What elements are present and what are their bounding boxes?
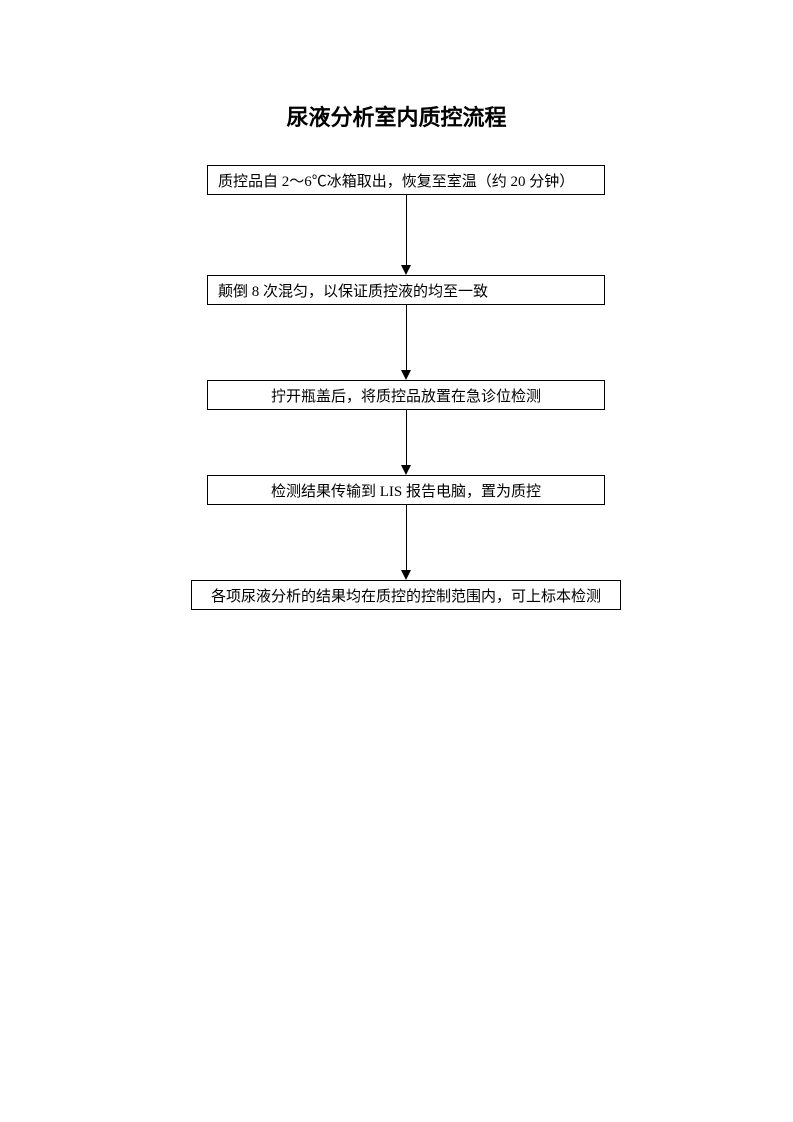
flowchart-node-step2: 颠倒 8 次混匀，以保证质控液的均至一致 xyxy=(207,275,605,305)
flowchart-node-step5: 各项尿液分析的结果均在质控的控制范围内，可上标本检测 xyxy=(191,580,621,610)
arrow-head-3 xyxy=(401,465,411,475)
flowchart-node-step3: 拧开瓶盖后，将质控品放置在急诊位检测 xyxy=(207,380,605,410)
flowchart-node-step1: 质控品自 2～6℃冰箱取出，恢复至室温（约 20 分钟） xyxy=(207,165,605,195)
arrow-head-4 xyxy=(401,570,411,580)
node-label: 拧开瓶盖后，将质控品放置在急诊位检测 xyxy=(271,385,541,406)
arrow-line-2 xyxy=(406,305,407,370)
arrow-head-2 xyxy=(401,370,411,380)
node-label: 检测结果传输到 LIS 报告电脑，置为质控 xyxy=(271,480,541,501)
arrow-line-1 xyxy=(406,195,407,265)
flowchart-title: 尿液分析室内质控流程 xyxy=(0,100,793,132)
arrow-head-1 xyxy=(401,265,411,275)
node-label: 质控品自 2～6℃冰箱取出，恢复至室温（约 20 分钟） xyxy=(218,170,574,191)
arrow-line-3 xyxy=(406,410,407,465)
flowchart-node-step4: 检测结果传输到 LIS 报告电脑，置为质控 xyxy=(207,475,605,505)
arrow-line-4 xyxy=(406,505,407,570)
node-label: 各项尿液分析的结果均在质控的控制范围内，可上标本检测 xyxy=(211,585,601,606)
node-label: 颠倒 8 次混匀，以保证质控液的均至一致 xyxy=(218,280,488,301)
